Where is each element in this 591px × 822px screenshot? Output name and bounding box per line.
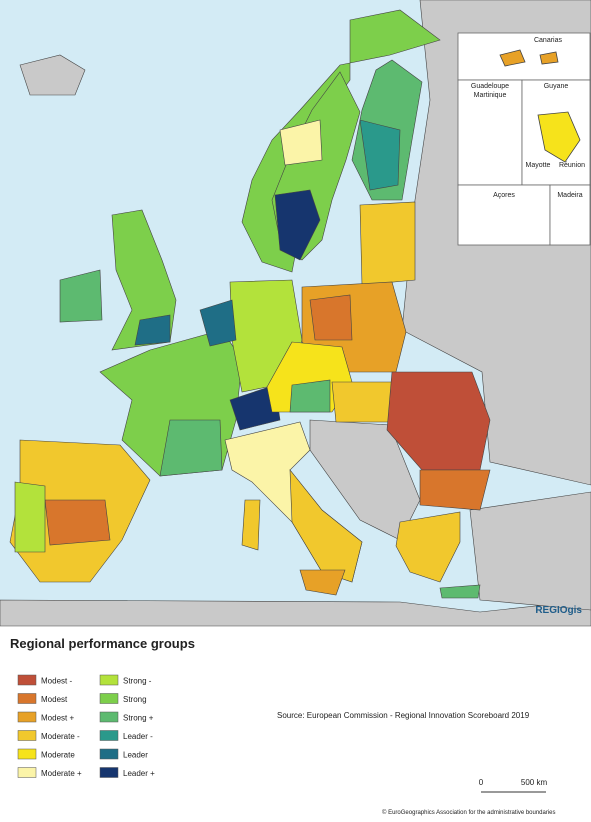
region bbox=[14, 481, 46, 553]
brand: REGIOgis bbox=[535, 605, 582, 616]
inset-label: Guadeloupe bbox=[471, 83, 509, 90]
region bbox=[289, 469, 363, 583]
region bbox=[229, 384, 281, 431]
region bbox=[359, 201, 416, 286]
legend-label: Moderate bbox=[41, 751, 75, 760]
region bbox=[199, 299, 237, 347]
region bbox=[439, 584, 481, 599]
legend: Modest - Modest Modest + Moderate - Moderate… bbox=[17, 674, 155, 778]
region bbox=[289, 379, 331, 413]
legend-swatch bbox=[99, 674, 119, 686]
region bbox=[419, 469, 491, 511]
inset-box bbox=[549, 184, 591, 246]
inset-label: Mayotte bbox=[526, 162, 551, 169]
inset-label: Guyane bbox=[544, 83, 569, 90]
legend-label: Leader - bbox=[123, 732, 153, 741]
legend-swatch bbox=[99, 767, 119, 778]
region bbox=[274, 189, 321, 261]
legend-swatch bbox=[17, 748, 37, 760]
region bbox=[59, 269, 103, 323]
inset-box bbox=[457, 184, 551, 246]
inset-label: Martinique bbox=[474, 92, 507, 99]
legend-label: Modest bbox=[41, 695, 68, 704]
scale-label: 500 km bbox=[521, 778, 548, 787]
legend-label: Strong - bbox=[123, 677, 152, 686]
legend-label: Moderate - bbox=[41, 732, 80, 741]
region bbox=[395, 511, 461, 583]
legend-swatch bbox=[17, 674, 37, 686]
region bbox=[159, 419, 223, 477]
inset-region bbox=[539, 51, 559, 65]
inset-label: Madeira bbox=[557, 192, 582, 199]
region bbox=[44, 499, 111, 546]
credit: © EuroGeographics Association for the ad… bbox=[382, 809, 556, 816]
region bbox=[299, 569, 346, 596]
legend-swatch bbox=[99, 730, 119, 741]
scale-label: 0 bbox=[479, 778, 484, 787]
inset-region bbox=[537, 111, 581, 163]
inset-label: Canarias bbox=[534, 37, 563, 44]
legend-label: Modest - bbox=[41, 677, 72, 686]
inset-box bbox=[457, 32, 591, 81]
inset-label: Açores bbox=[493, 192, 515, 199]
inset-box bbox=[457, 79, 523, 186]
legend-label: Leader bbox=[123, 751, 148, 760]
non-eu-land bbox=[19, 54, 86, 96]
insets bbox=[457, 32, 591, 246]
legend-swatch bbox=[99, 693, 119, 704]
legend-swatch bbox=[17, 767, 37, 778]
legend-swatch bbox=[99, 748, 119, 760]
region bbox=[309, 294, 353, 341]
legend-label: Moderate + bbox=[41, 769, 82, 778]
legend-swatch bbox=[17, 730, 37, 741]
non-eu-land bbox=[0, 599, 591, 627]
region bbox=[359, 119, 401, 191]
inset-label: Réunion bbox=[559, 162, 585, 169]
region bbox=[266, 341, 353, 413]
non-eu-land bbox=[469, 491, 591, 611]
region bbox=[241, 499, 261, 551]
legend-swatch bbox=[17, 693, 37, 704]
source: Source: European Commission - Regional I… bbox=[277, 711, 530, 720]
inset-region bbox=[499, 49, 526, 67]
legend-title: Regional performance groups bbox=[10, 636, 195, 651]
region bbox=[279, 119, 323, 166]
legend-label: Strong bbox=[123, 695, 147, 704]
legend-swatch bbox=[99, 711, 119, 723]
legend-swatch bbox=[17, 711, 37, 723]
legend-label: Strong + bbox=[123, 714, 154, 723]
legend-label: Modest + bbox=[41, 714, 74, 723]
legend-label: Leader + bbox=[123, 769, 155, 778]
region bbox=[134, 314, 171, 346]
